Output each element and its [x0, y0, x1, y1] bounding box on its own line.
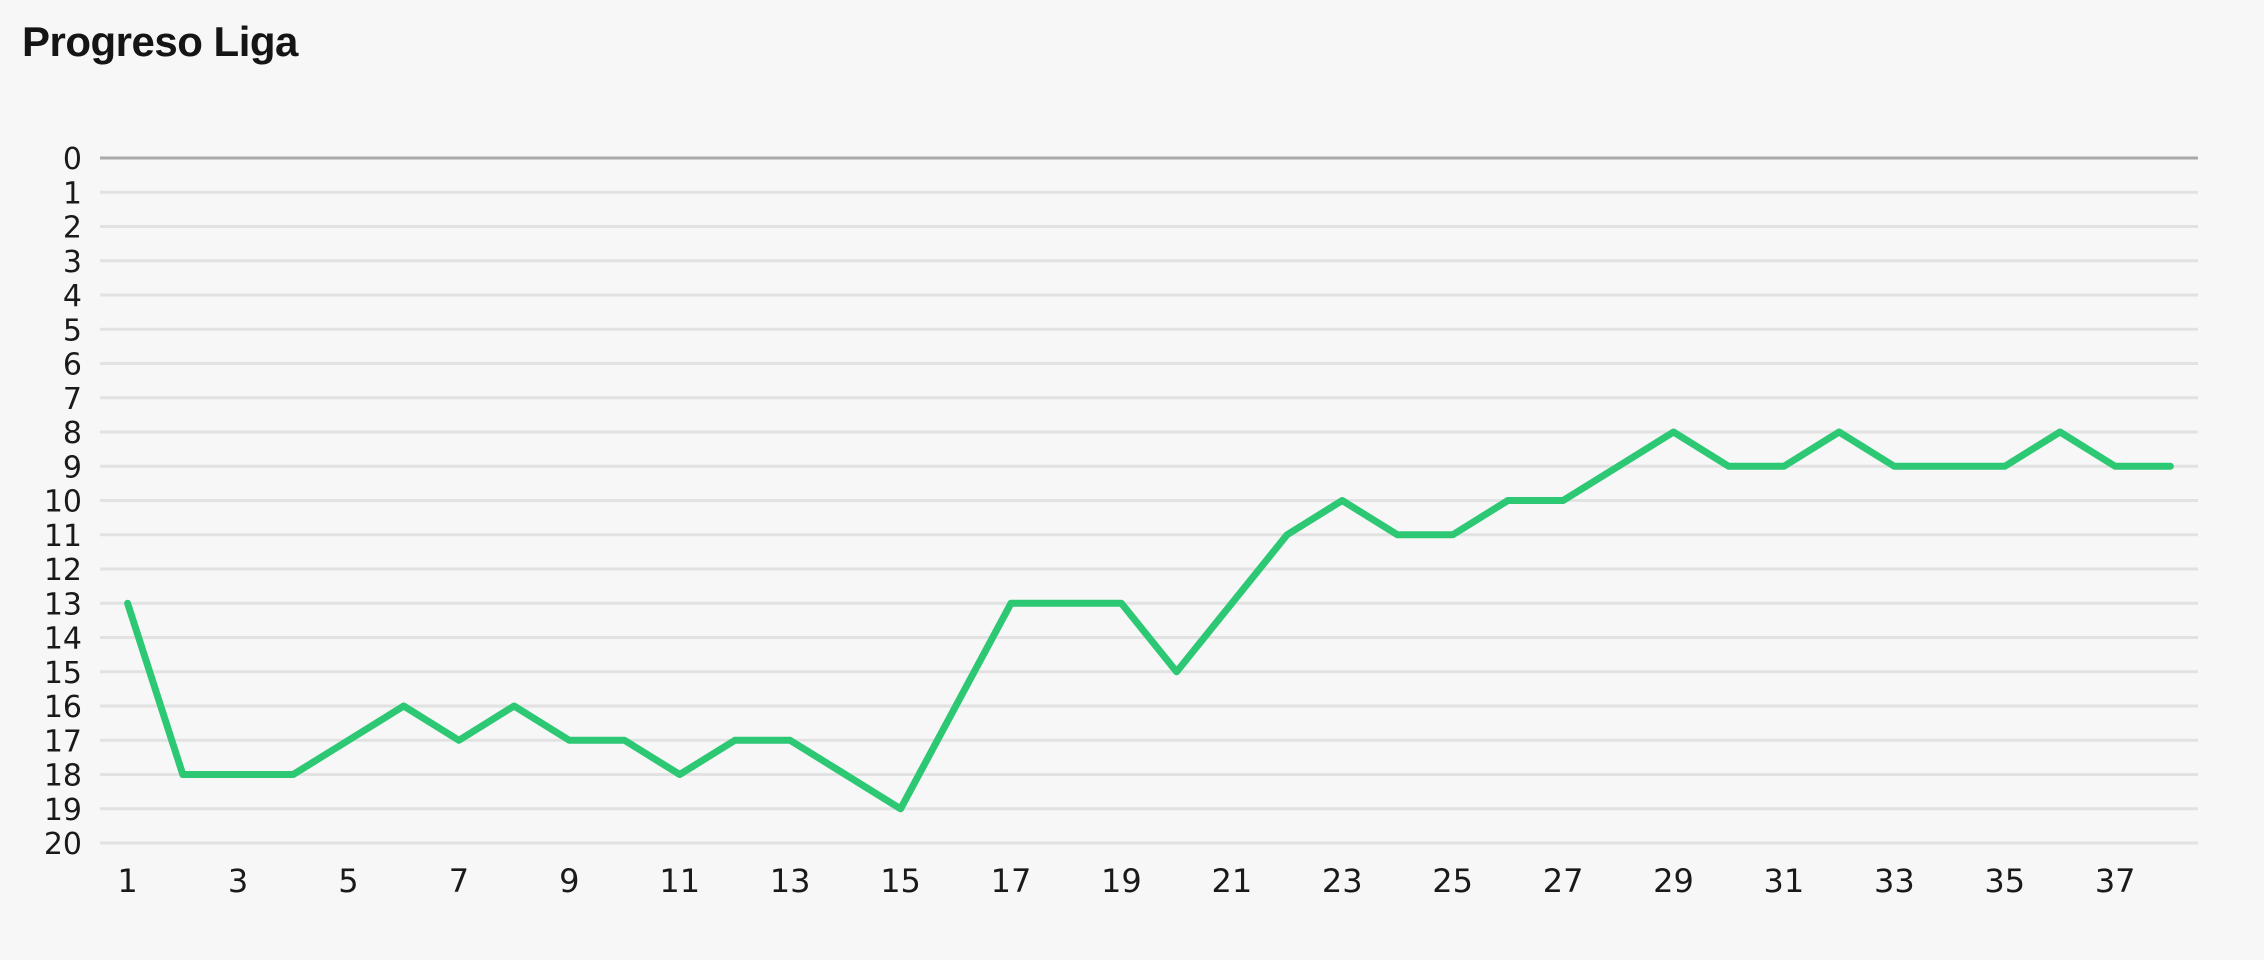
x-axis-tick-label: 13 — [770, 862, 811, 900]
y-axis-tick-label: 16 — [44, 690, 82, 725]
y-axis-tick-label: 5 — [63, 313, 82, 348]
x-axis-tick-label: 35 — [1984, 862, 2025, 900]
y-axis-tick-label: 19 — [44, 793, 82, 828]
x-axis-tick-label: 25 — [1432, 862, 1473, 900]
y-axis-tick-label: 8 — [63, 416, 82, 451]
y-axis-tick-label: 9 — [63, 450, 82, 485]
y-axis-tick-label: 14 — [44, 622, 82, 657]
y-axis-tick-label: 1 — [63, 176, 82, 211]
x-axis-tick-label: 19 — [1101, 862, 1142, 900]
y-axis-tick-label: 3 — [63, 245, 82, 280]
y-axis-tick-label: 13 — [44, 587, 82, 622]
y-axis-tick-label: 0 — [63, 142, 82, 177]
y-axis-tick-label: 7 — [63, 382, 82, 417]
league-position-line — [124, 428, 2174, 813]
x-axis-tick-label: 17 — [991, 862, 1032, 900]
x-axis-tick-label: 23 — [1322, 862, 1363, 900]
y-axis-tick-label: 15 — [44, 656, 82, 691]
x-axis-tick-label: 37 — [2095, 862, 2136, 900]
y-axis-tick-label: 6 — [63, 348, 82, 383]
y-axis-tick-label: 10 — [44, 485, 82, 520]
x-axis-tick-label: 5 — [338, 862, 358, 900]
x-axis-tick-label: 9 — [559, 862, 579, 900]
x-axis-tick-label: 21 — [1211, 862, 1252, 900]
y-axis-tick-label: 20 — [44, 827, 82, 862]
page-title: Progreso Liga — [22, 18, 298, 65]
x-axis-tick-label: 33 — [1874, 862, 1915, 900]
y-axis-tick-label: 4 — [63, 279, 82, 314]
x-axis-tick-label: 31 — [1764, 862, 1805, 900]
y-axis-tick-label: 2 — [63, 211, 82, 246]
y-axis-tick-label: 11 — [44, 519, 82, 554]
x-axis-tick-label: 11 — [659, 862, 700, 900]
y-axis-tick-label: 17 — [44, 724, 82, 759]
y-axis-tick-label: 18 — [44, 759, 82, 794]
x-axis-tick-label: 7 — [449, 862, 469, 900]
x-axis-tick-label: 1 — [117, 862, 137, 900]
x-axis-tick-label: 29 — [1653, 862, 1694, 900]
x-axis-tick-label: 3 — [228, 862, 248, 900]
x-axis-tick-label: 27 — [1543, 862, 1584, 900]
x-axis-tick-label: 15 — [880, 862, 921, 900]
y-axis-tick-label: 12 — [44, 553, 82, 588]
